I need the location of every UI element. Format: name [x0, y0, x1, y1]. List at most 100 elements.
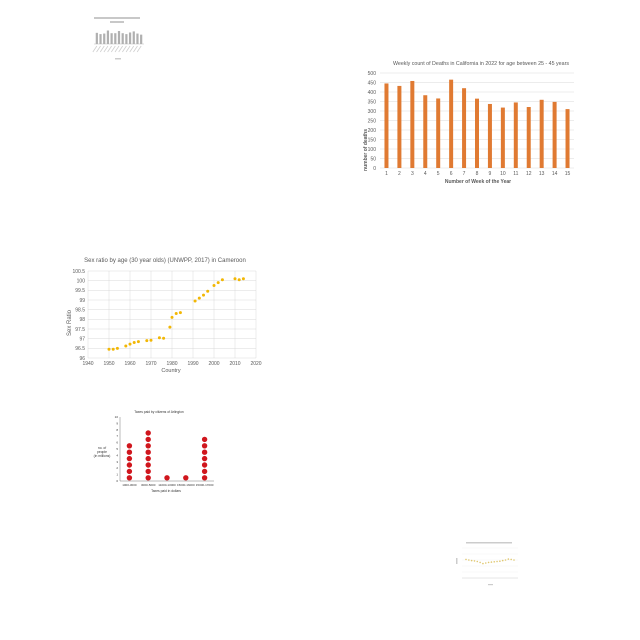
chart-taxes-dot	[145, 462, 151, 468]
chart-taxes-dot	[126, 455, 133, 462]
chart-taxes-ytick: 1	[116, 473, 118, 477]
chart-sex-ratio-xtick: 1960	[124, 361, 135, 367]
chart-sex-ratio-xtick: 2020	[250, 361, 261, 367]
chart-taxes-ytick: 5	[116, 447, 118, 451]
chart-5-point	[501, 559, 504, 562]
chart-1-tick-label	[118, 45, 124, 53]
chart-sex-ratio-ylabel: Sex Ratio	[67, 309, 73, 336]
chart-5-point	[513, 559, 515, 561]
chart-sex-ratio-point	[124, 344, 128, 348]
chart-sex-ratio-xticks: 1940 1950 1960 1970 1980 1990 2000 2010 2020	[82, 361, 261, 367]
chart-taxes-ytick: 10	[115, 415, 119, 419]
chart-deaths-xtick: 10	[500, 171, 506, 177]
chart-1-xlabel	[115, 58, 121, 60]
chart-1-bar	[95, 32, 98, 44]
chart-taxes-xtick: 3000-5000	[141, 483, 156, 487]
chart-deaths-ytick: 400	[368, 90, 377, 96]
chart-sex-ratio-point	[241, 277, 245, 281]
chart-taxes-dot	[145, 449, 151, 455]
chart-sex-ratio-yticks: 96 96.5 97 97.5 98 98.5 99 99.5 100 100.5	[72, 269, 85, 362]
chart-taxes-dot	[145, 436, 151, 443]
chart-deaths-xlabel: Number of Week of the Year	[445, 179, 511, 185]
chart-sex-ratio: Sex ratio by age (30 year olds) (UNWPP, …	[67, 258, 262, 374]
chart-deaths-ytick: 350	[368, 99, 377, 105]
chart-taxes-title: Taxes paid by citizens of Arlington	[134, 410, 184, 414]
chart-1-bar	[121, 33, 124, 44]
chart-taxes-ytick: 2	[116, 466, 118, 470]
chart-deaths-bar	[500, 107, 505, 168]
chart-sex-ratio-point	[170, 315, 174, 319]
chart-deaths-xtick: 11	[513, 171, 518, 177]
chart-taxes-xticks: 1000-3000 3000-5000 11000-13000 15000-16000…	[122, 483, 214, 487]
chart-sex-ratio-point	[193, 299, 197, 303]
chart-deaths-xtick: 4	[424, 171, 427, 177]
chart-1-bar	[103, 33, 106, 44]
chart-sex-ratio-xtick: 1950	[103, 361, 114, 367]
chart-1-tick-label	[107, 45, 112, 53]
chart-sex-ratio-point	[220, 278, 224, 282]
chart-deaths-bar	[462, 88, 467, 168]
chart-deaths-xtick: 7	[463, 171, 466, 177]
chart-sex-ratio-point	[202, 293, 205, 297]
chart-sex-ratio-xtick: 2000	[208, 361, 219, 367]
chart-sex-ratio-point	[178, 311, 182, 315]
chart-1-bar	[114, 33, 117, 44]
chart-1-tick-label	[125, 45, 131, 53]
chart-1-bar	[110, 33, 113, 44]
chart-taxes-dot	[183, 475, 189, 481]
chart-taxes-ytick: 4	[116, 453, 118, 457]
chart-taxes-dot	[201, 455, 208, 462]
chart-deaths-xtick: 13	[539, 171, 545, 177]
chart-1-tick-label	[136, 45, 142, 53]
chart-taxes-xtick: 15000-16000	[177, 483, 195, 487]
chart-deaths-xtick: 15	[565, 171, 571, 177]
chart-1-tick-label	[103, 45, 109, 53]
chart-taxes-dot	[145, 455, 151, 462]
chart-deaths-bar	[397, 85, 402, 168]
chart-deaths-bar	[436, 98, 441, 168]
chart-sex-ratio-point	[174, 312, 178, 316]
chart-5-point	[470, 559, 473, 562]
chart-taxes: Taxes paid by citizens of Arlington 0 1 2 3…	[94, 410, 214, 493]
chart-sex-ratio-point	[212, 284, 216, 287]
chart-deaths-xtick: 5	[437, 171, 440, 177]
chart-deaths-ytick: 500	[368, 71, 377, 77]
chart-deaths-ytick: 150	[368, 137, 377, 143]
chart-deaths-xtick: 1	[385, 171, 388, 177]
chart-1-tick-label	[122, 45, 127, 53]
chart-taxes-dots	[126, 430, 208, 481]
chart-5-points	[465, 558, 515, 565]
chart-5-point	[484, 562, 487, 564]
chart-taxes-ytick: 8	[116, 428, 118, 432]
chart-1-bar	[128, 32, 132, 44]
chart-sex-ratio-ytick: 99.5	[75, 288, 85, 294]
chart-deaths-xtick: 6	[450, 171, 453, 177]
chart-deaths-ytick: 250	[368, 118, 377, 124]
chart-taxes-xlabel: Taxes paid in dollars	[151, 489, 181, 493]
chart-sex-ratio-point	[197, 296, 201, 300]
chart-sex-ratio-point	[168, 325, 172, 329]
chart-1-title-line2	[110, 21, 124, 23]
chart-5-point	[490, 561, 493, 563]
chart-deaths-ylabel: number of deaths	[363, 129, 369, 171]
chart-sex-ratio-grid	[87, 270, 257, 359]
chart-deaths-xtick: 2	[398, 171, 401, 177]
chart-5-point	[476, 560, 479, 563]
chart-sex-ratio-point	[128, 342, 132, 346]
chart-taxes-dot	[201, 443, 208, 449]
chart-5-point	[479, 561, 481, 564]
chart-sex-ratio-point	[216, 281, 220, 285]
chart-deaths-ytick: 200	[368, 128, 377, 134]
chart-5-point	[496, 560, 498, 563]
chart-taxes-ytick: 0	[116, 479, 118, 483]
chart-taxes-dot	[126, 443, 133, 449]
chart-taxes-dot	[201, 449, 208, 455]
chart-sex-ratio-point	[111, 347, 115, 351]
chart-taxes-dot	[201, 468, 208, 475]
chart-taxes-dot	[126, 462, 133, 468]
chart-sex-ratio-point	[132, 341, 136, 345]
chart-1-title	[94, 17, 140, 19]
chart-5-point	[510, 558, 512, 561]
chart-taxes-dot	[201, 462, 208, 468]
chart-5-xlabel	[488, 584, 493, 586]
